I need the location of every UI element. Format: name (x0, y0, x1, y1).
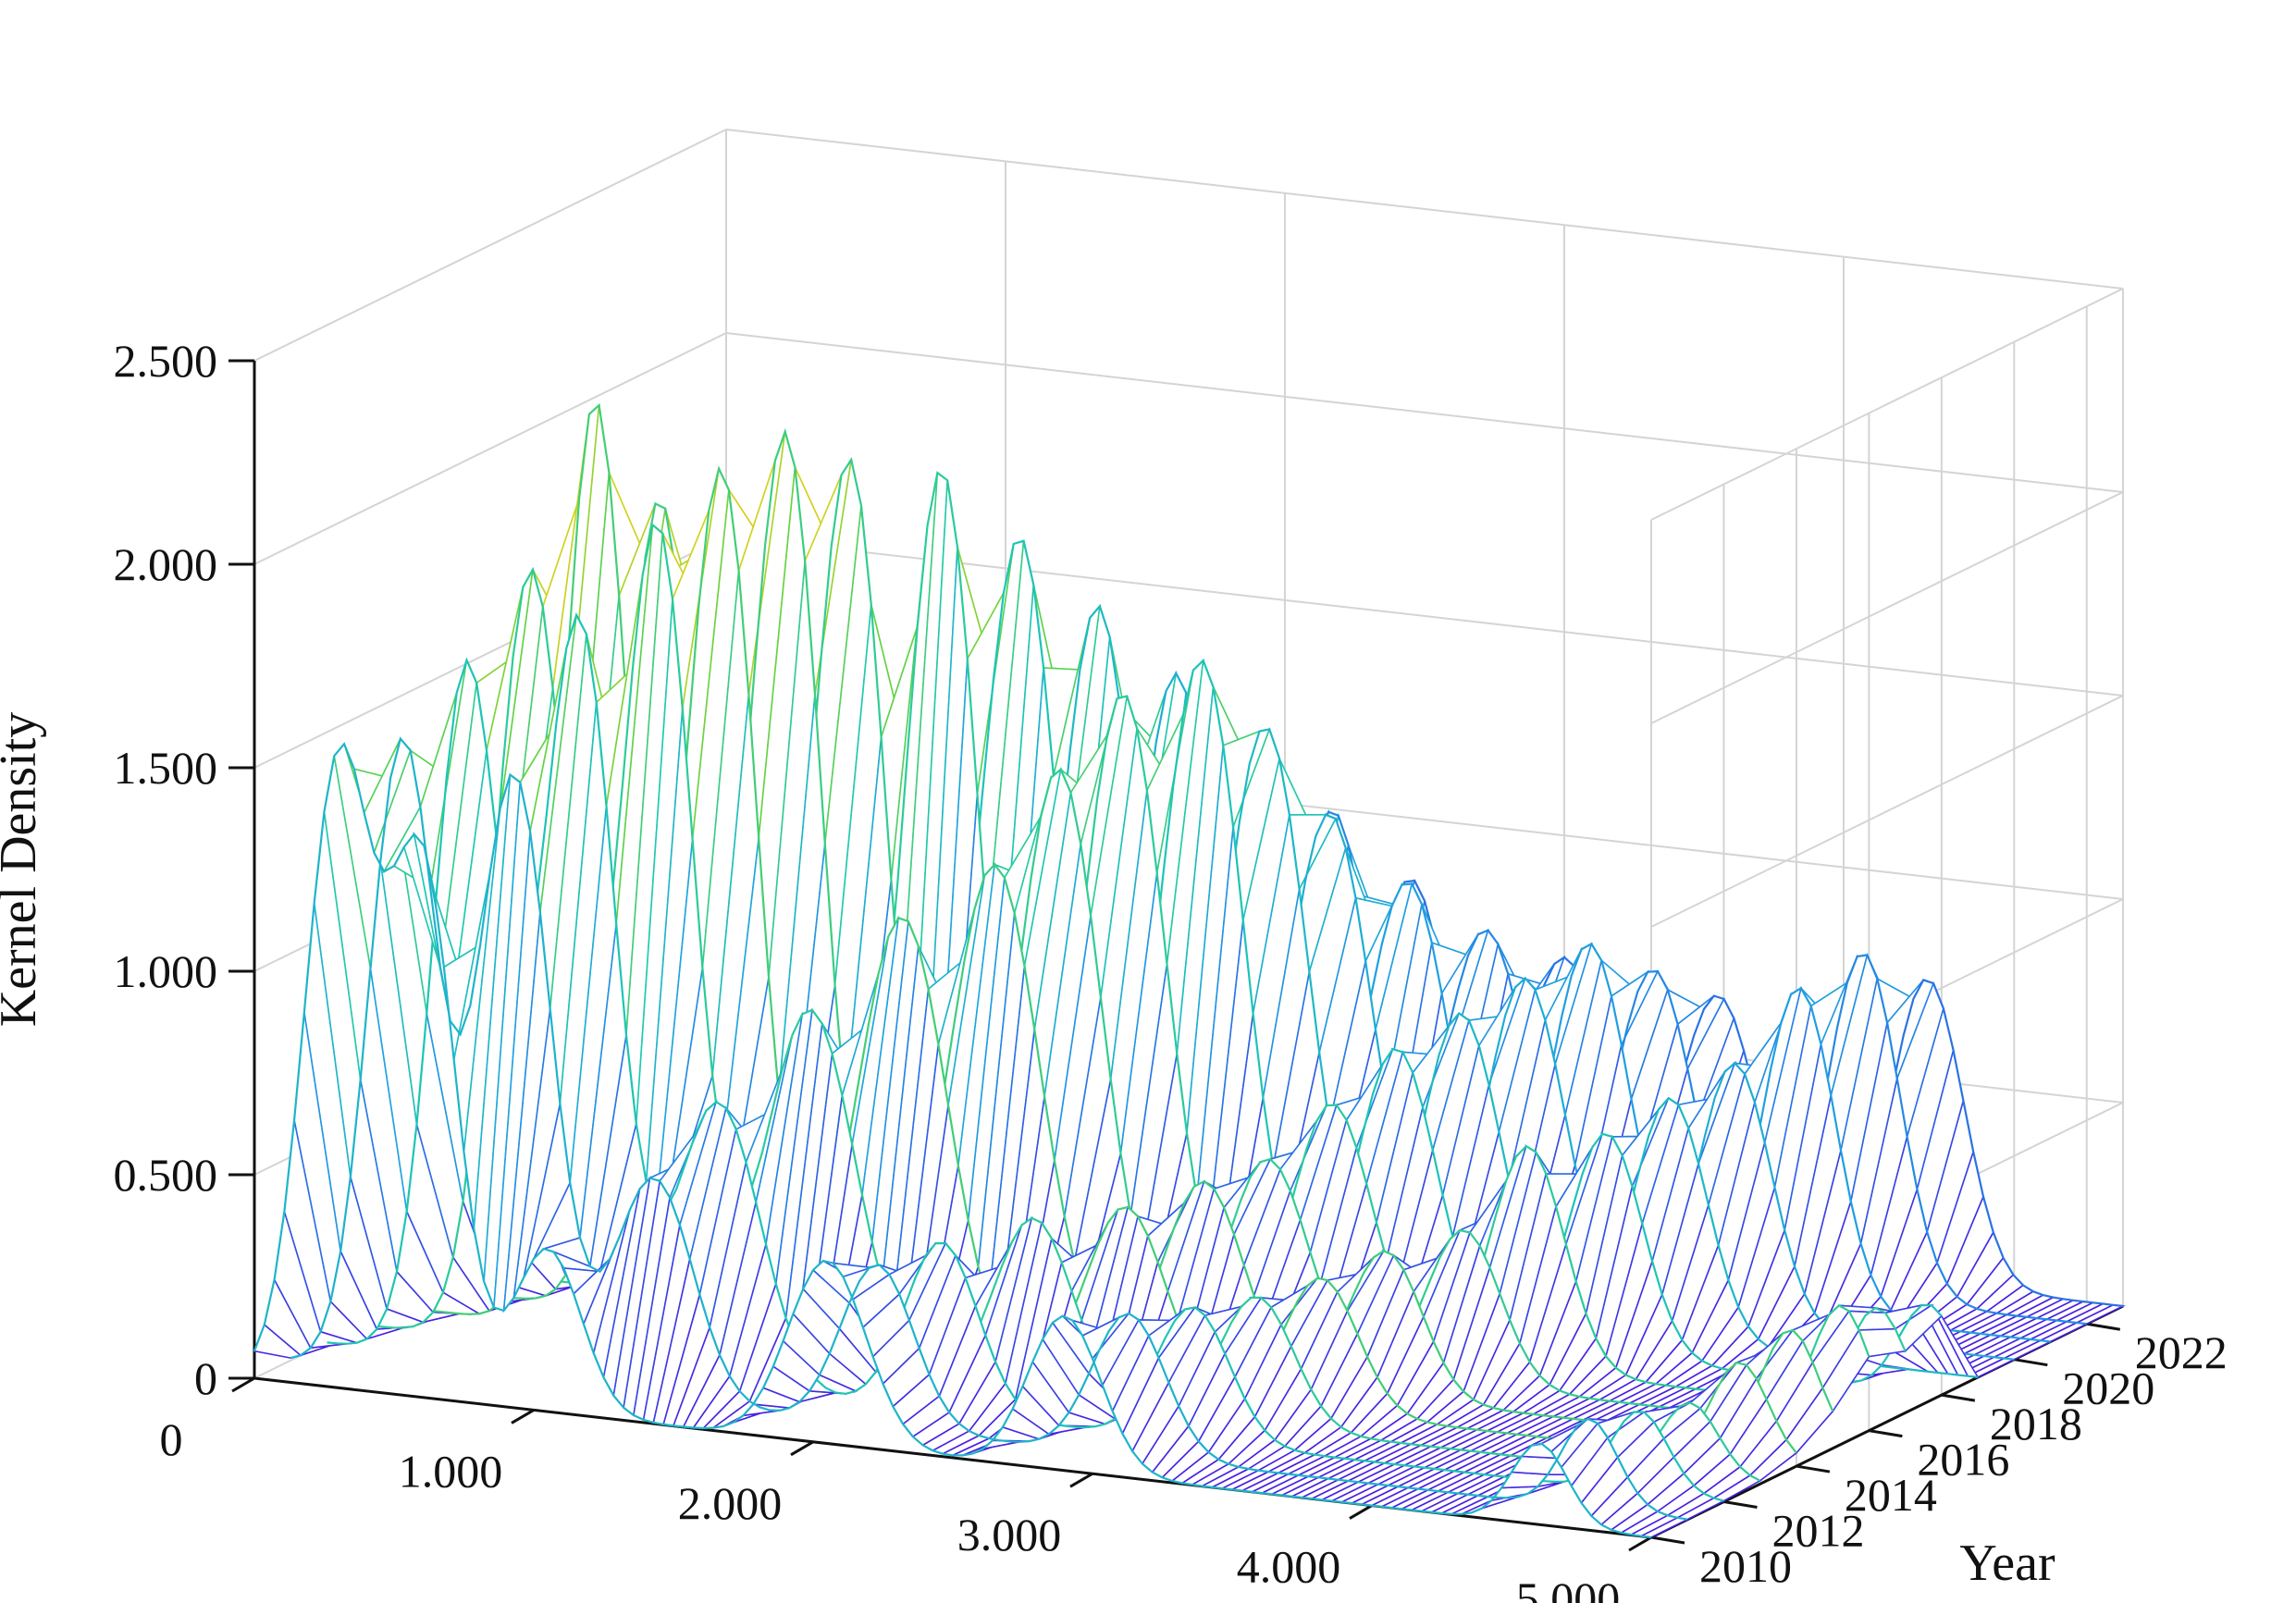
x-tick-label: 2.000 (678, 1477, 783, 1529)
x-tick (1069, 1472, 1093, 1488)
y-tick (1941, 1393, 1976, 1402)
y-tick (1869, 1429, 1903, 1438)
surface-layer (253, 402, 2126, 1539)
grid-line (725, 332, 2124, 493)
z-tick-label: 2.000 (114, 538, 218, 590)
x-tick-label: 4.000 (1237, 1541, 1341, 1593)
grid-line (253, 129, 727, 362)
grid-line (253, 332, 727, 565)
x-tick-label: 5.000 (1516, 1572, 1621, 1603)
y-tick (1723, 1500, 1758, 1510)
x-tick (511, 1409, 535, 1424)
y-tick (2086, 1322, 2121, 1331)
z-tick-label: 1.000 (114, 945, 218, 997)
series-line-2010 (253, 742, 1652, 1539)
y-tick-label: 2022 (2135, 1326, 2228, 1378)
x-tick (231, 1376, 255, 1393)
series-line-2011 (290, 736, 1688, 1521)
y-tick-label: 2014 (1845, 1469, 1937, 1521)
y-tick (2014, 1358, 2048, 1367)
y-tick-label: 2012 (1771, 1505, 1864, 1557)
axis-layer: 0 0.500 1.000 1.500 2.000 2.500 0 1.000 2.000 3.0… (114, 335, 2228, 1603)
grid-line (1650, 491, 2124, 724)
y-axis-title: Year (1959, 1535, 2055, 1592)
y-tick-label: 2018 (1990, 1398, 2082, 1449)
x-tick (1628, 1535, 1652, 1552)
x-tick-label: 1.000 (399, 1445, 503, 1497)
z-tick-label: 0 (194, 1352, 217, 1404)
grid-layer (253, 129, 2124, 1538)
z-tick-label: 2.500 (114, 335, 218, 387)
z-tick-label: 1.500 (114, 742, 218, 794)
z-tick-label: 0.500 (114, 1149, 218, 1201)
y-tick (1650, 1535, 1685, 1545)
x-tick-label: 3.000 (957, 1509, 1062, 1560)
y-tick-label: 2010 (1699, 1540, 1792, 1592)
grid-line (1650, 288, 2124, 521)
y-tick (1796, 1464, 1831, 1474)
x-tick (790, 1440, 814, 1457)
grid-line (725, 129, 2124, 290)
y-tick-label: 2020 (2062, 1363, 2154, 1414)
y-tick-label: 2016 (1917, 1434, 2009, 1486)
x-tick (1349, 1504, 1373, 1520)
grid-line (1650, 695, 2124, 928)
z-axis-title: Kernel Density (0, 712, 47, 1028)
label-layer: Kernel Density Year (0, 712, 2055, 1592)
x-tick-label: 0 (160, 1413, 183, 1465)
